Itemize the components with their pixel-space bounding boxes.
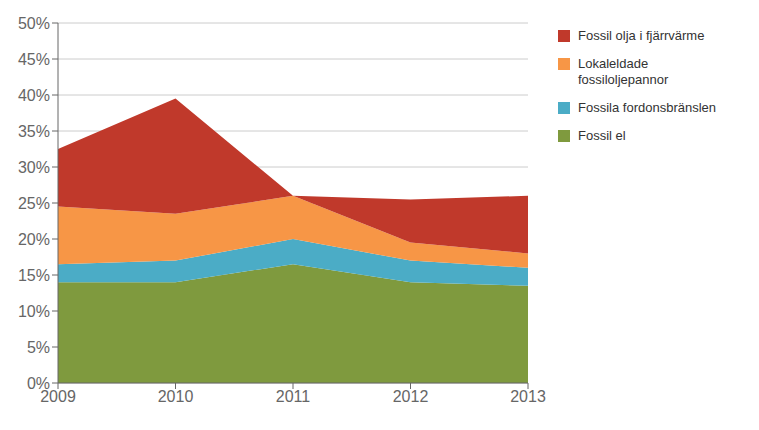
- html-text:Fossil olja i fjärrvärme: Fossil olja i fjärrvärme: [578, 28, 705, 43]
- svg-text:45%: 45%: [18, 51, 50, 68]
- svg-text:25%: 25%: [18, 195, 50, 212]
- svg-text:50%: 50%: [18, 15, 50, 32]
- html-text:Fossila fordonsbränslen: Fossila fordonsbränslen: [578, 100, 716, 115]
- svg-text:5%: 5%: [27, 339, 50, 356]
- svg-text:40%: 40%: [18, 87, 50, 104]
- html-text:Lokaleldade fossiloljepannor: Lokaleldade fossiloljepannor: [578, 56, 669, 87]
- html-text:Fossil el: Fossil el: [578, 128, 626, 143]
- svg-text:35%: 35%: [18, 123, 50, 140]
- svg-text:2012: 2012: [393, 388, 429, 405]
- svg-text:2013: 2013: [510, 388, 546, 405]
- svg-text:10%: 10%: [18, 303, 50, 320]
- svg-text:20%: 20%: [18, 231, 50, 248]
- svg-text:15%: 15%: [18, 267, 50, 284]
- svg-text:30%: 30%: [18, 159, 50, 176]
- svg-text:0%: 0%: [27, 375, 50, 392]
- svg-text:2011: 2011: [276, 388, 311, 405]
- svg-text:2010: 2010: [158, 388, 194, 405]
- svg-text:2009: 2009: [40, 388, 76, 406]
